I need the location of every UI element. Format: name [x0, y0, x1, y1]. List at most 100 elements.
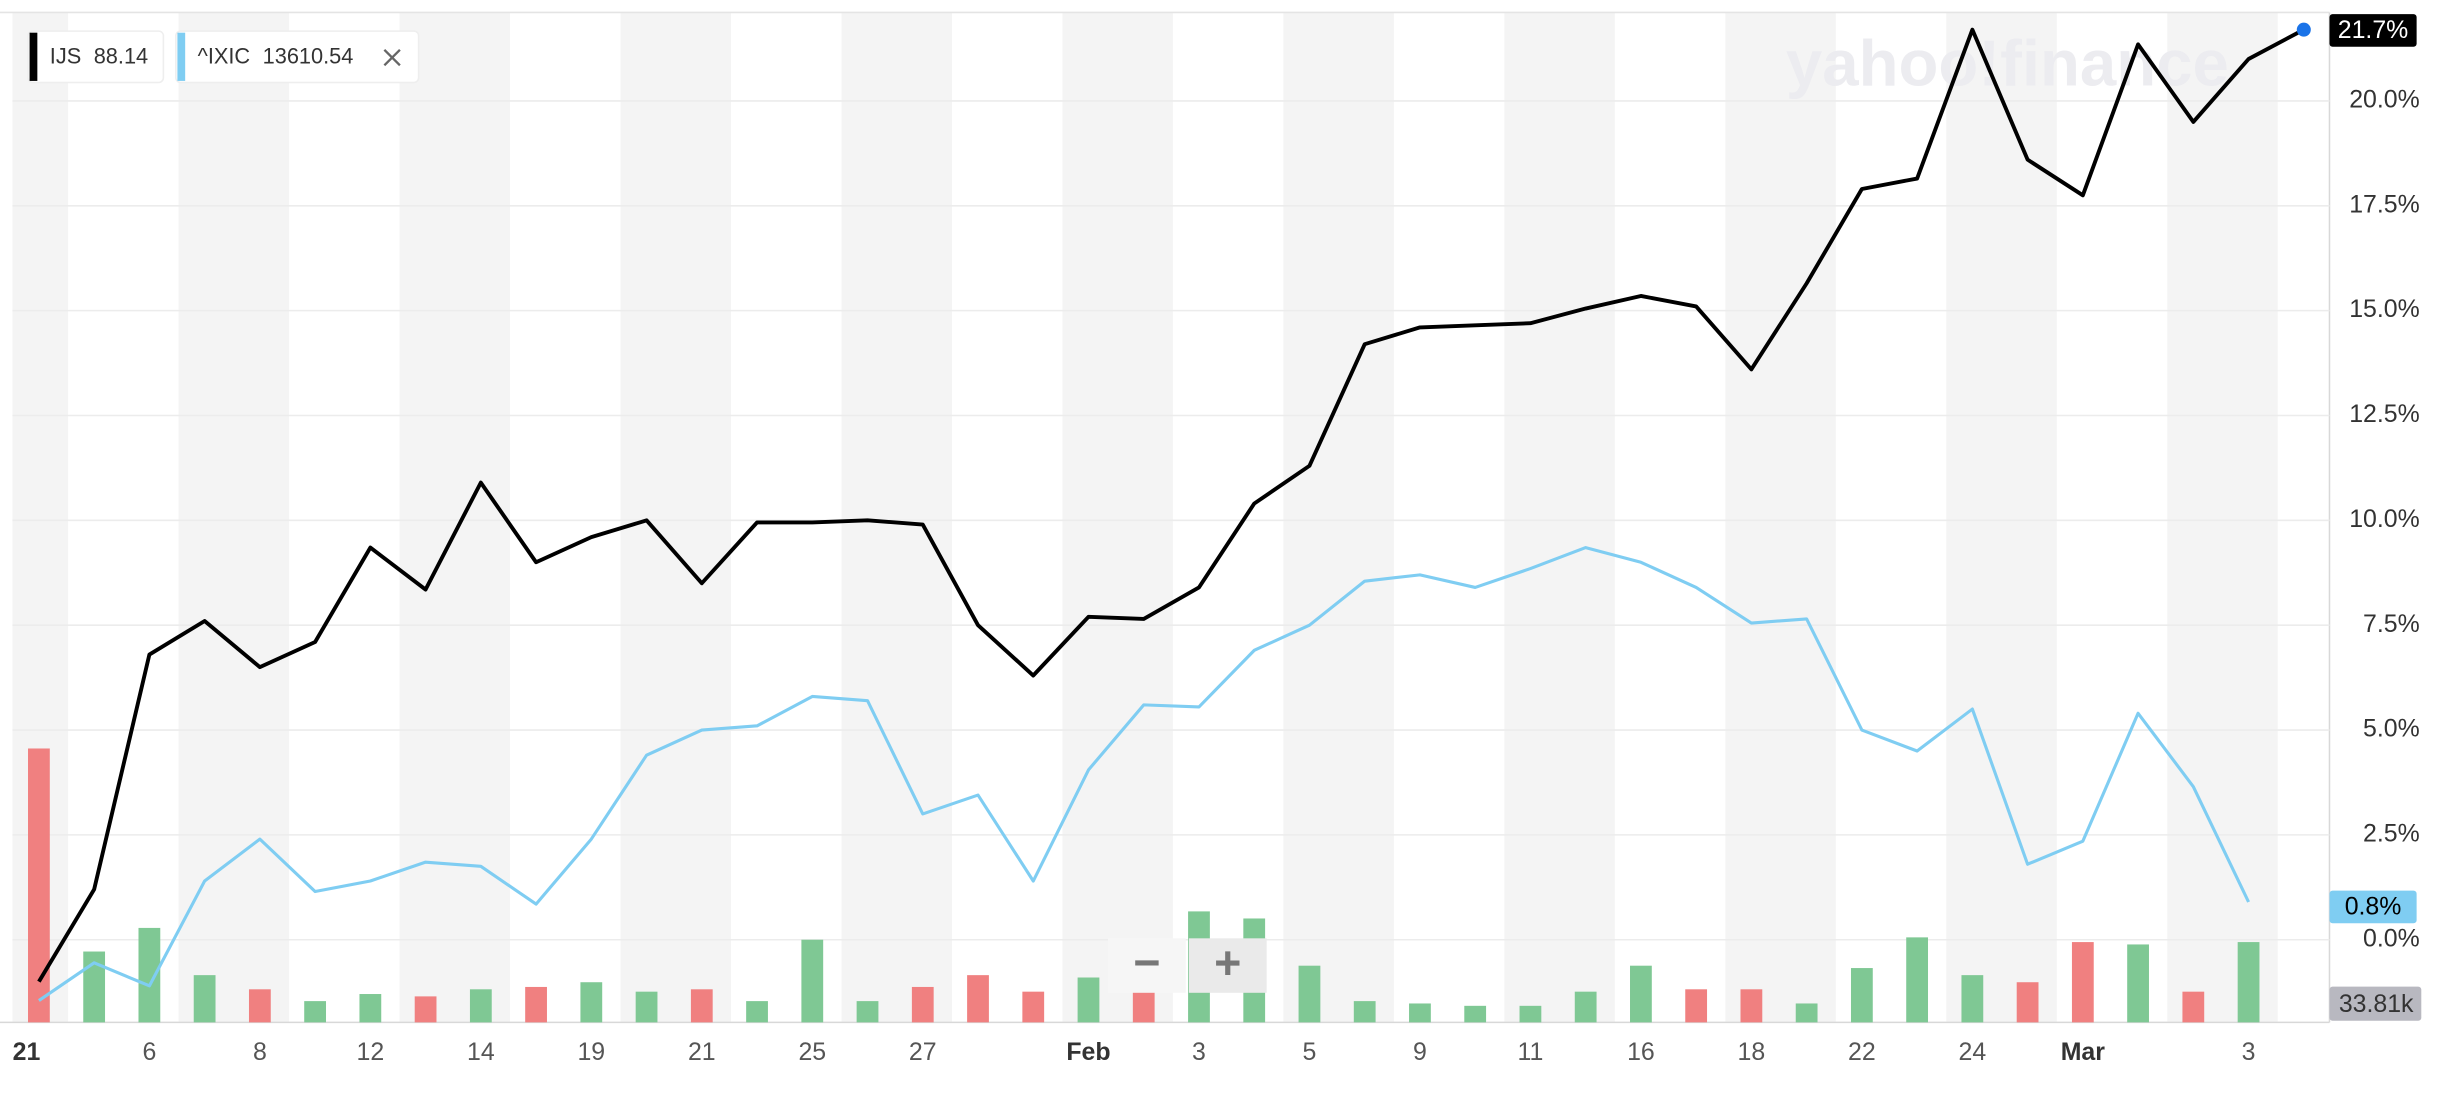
volume-bar	[414, 996, 437, 1023]
x-tick-label: 6	[142, 1038, 156, 1066]
volume-bar	[525, 986, 547, 1023]
volume-bar	[1132, 991, 1155, 1023]
volume-bar	[746, 1001, 768, 1023]
y-tick-label: 17.5%	[2349, 190, 2420, 218]
volume-bar	[801, 939, 824, 1023]
legend-value: 13610.54	[263, 43, 354, 68]
volume-bar	[193, 975, 216, 1023]
volume-bar	[1519, 1005, 1542, 1023]
band	[620, 12, 731, 1023]
series-line	[37, 27, 2305, 983]
y-tick-label: 2.5%	[2363, 819, 2420, 847]
legend-name: ^IXIC	[198, 43, 251, 68]
x-tick-label: 12	[357, 1038, 385, 1066]
legend-box[interactable]	[175, 30, 420, 84]
volume-bar	[856, 1001, 879, 1023]
volume-bar	[911, 986, 934, 1023]
volume-bar	[2016, 982, 2039, 1023]
legend-swatch	[29, 32, 38, 81]
volume-tag-label: 33.81k	[2339, 990, 2414, 1018]
x-tick-label: 3	[2242, 1038, 2256, 1066]
x-tick-label: 19	[577, 1038, 605, 1066]
volume-bar	[1961, 975, 1984, 1023]
y-tick-label: 15.0%	[2349, 295, 2420, 323]
volume-bar	[2071, 942, 2094, 1023]
zoom-button[interactable]	[1107, 938, 1186, 993]
end-tag-label: 21.7%	[2338, 16, 2409, 44]
legend-swatch	[177, 32, 186, 81]
x-tick-label: 22	[1848, 1038, 1876, 1066]
x-tick-label: 25	[798, 1038, 826, 1066]
volume-bar	[28, 748, 50, 1023]
volume-bar	[1630, 965, 1652, 1023]
y-tick-label: 5.0%	[2363, 715, 2420, 743]
legend-box[interactable]	[27, 30, 165, 84]
x-tick-label: 18	[1738, 1038, 1766, 1066]
x-tick-label: 3	[1192, 1038, 1206, 1066]
x-tick-label: Feb	[1066, 1038, 1110, 1066]
x-tick-label: 27	[909, 1038, 937, 1066]
volume-bar	[1409, 1003, 1431, 1023]
volume-bar	[1077, 977, 1100, 1023]
x-tick-label: 24	[1959, 1038, 1987, 1066]
volume-bar	[967, 975, 989, 1023]
chart-root: yahoo!finance 0.0% 2.5% 5.0% 7.5% 10.0% 12.5%…	[0, 11, 2422, 1066]
y-tick-label: 20.0%	[2349, 86, 2420, 114]
end-tag-label: 0.8%	[2345, 892, 2402, 920]
band	[399, 12, 511, 1023]
volume-bar	[1022, 991, 1045, 1023]
band	[841, 12, 952, 1023]
x-tick-label: 9	[1413, 1038, 1427, 1066]
x-tick-label: 16	[1627, 1038, 1655, 1066]
legend-value: 88.14	[94, 43, 148, 68]
zoom-label[interactable]: +	[1214, 937, 1241, 989]
band	[2167, 12, 2278, 1023]
band	[1725, 12, 1836, 1023]
y-tick-label: 7.5%	[2363, 610, 2420, 638]
volume-bar	[83, 951, 106, 1023]
band	[1946, 12, 2057, 1023]
y-tick-label: 12.5%	[2349, 400, 2420, 428]
volume-bar	[1795, 1003, 1818, 1023]
volume-bar	[1685, 989, 1708, 1023]
watermark: yahoo!finance	[1786, 27, 2229, 100]
volume-bar	[635, 991, 658, 1023]
series-line	[38, 546, 2250, 1002]
band	[1283, 12, 1394, 1023]
volume-bar	[304, 1001, 327, 1023]
legend-name: IJS	[50, 43, 81, 68]
legend-close[interactable]	[383, 48, 401, 67]
volume-bar	[1464, 1005, 1487, 1023]
volume-bar	[2237, 942, 2260, 1023]
y-tick-label: 10.0%	[2349, 505, 2420, 533]
x-tick-label: 11	[1518, 1038, 1544, 1066]
x-tick-label: 14	[467, 1038, 495, 1066]
end-tag	[2329, 890, 2417, 924]
volume-bar	[248, 989, 271, 1023]
y-tick-label: 0.0%	[2363, 924, 2420, 952]
volume-bar	[359, 994, 382, 1023]
x-tick-label: 5	[1303, 1038, 1317, 1066]
volume-bar	[1850, 968, 1873, 1023]
zoom-button[interactable]	[1188, 938, 1267, 993]
volume-bar	[690, 989, 713, 1023]
end-tag	[2329, 14, 2417, 47]
background	[0, 11, 2331, 1024]
last-point	[2296, 22, 2311, 37]
volume-bar	[1298, 965, 1321, 1023]
band	[178, 12, 290, 1023]
x-tick-label: 8	[253, 1038, 267, 1066]
band	[1504, 12, 1615, 1023]
volume-bar	[2182, 991, 2205, 1023]
x-tick-label: 21	[688, 1038, 716, 1066]
x-tick-label: Mar	[2061, 1038, 2106, 1066]
volume-bar	[1906, 937, 1929, 1023]
band	[1062, 12, 1173, 1023]
zoom-label[interactable]: −	[1133, 937, 1160, 989]
volume-bar	[1353, 1001, 1376, 1023]
volume-bar	[2127, 944, 2149, 1023]
volume-tag	[2329, 986, 2422, 1021]
x-tick-label: 21	[13, 1038, 41, 1066]
volume-bar	[580, 982, 603, 1023]
volume-bar	[138, 927, 161, 1023]
